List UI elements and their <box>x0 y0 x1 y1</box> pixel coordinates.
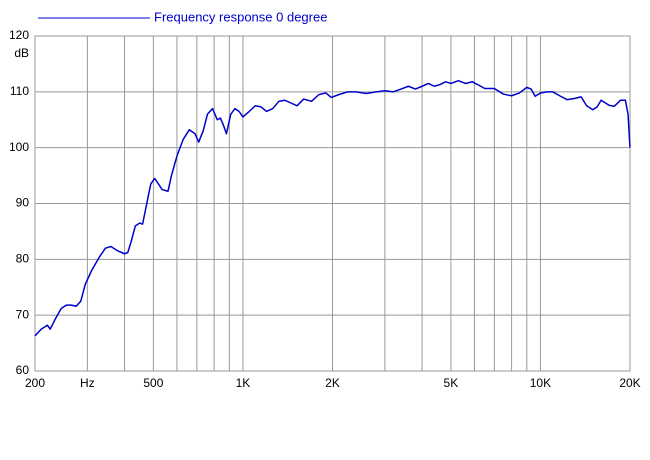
x-tick-label: 5K <box>444 376 459 390</box>
y-tick-label: 120 <box>9 28 29 42</box>
y-tick-label: 60 <box>16 363 30 377</box>
y-tick-label: 90 <box>16 196 30 210</box>
x-tick-label: 20K <box>619 376 640 390</box>
series-line <box>34 79 631 337</box>
y-tick-label: 100 <box>9 140 29 154</box>
x-tick-label: 200 <box>25 376 45 390</box>
x-tick-label: Hz <box>80 376 95 390</box>
y-axis-label: dB <box>14 46 29 60</box>
x-tick-label: 10K <box>530 376 551 390</box>
plot-frame <box>34 35 631 372</box>
x-tick-label: 1K <box>236 376 251 390</box>
legend-label: Frequency response 0 degree <box>154 9 327 24</box>
y-tick-label: 70 <box>16 307 30 321</box>
x-tick-label: 2K <box>325 376 340 390</box>
y-tick-label: 110 <box>10 84 29 98</box>
y-tick-label: 80 <box>16 252 30 266</box>
x-tick-label: 500 <box>143 376 163 390</box>
